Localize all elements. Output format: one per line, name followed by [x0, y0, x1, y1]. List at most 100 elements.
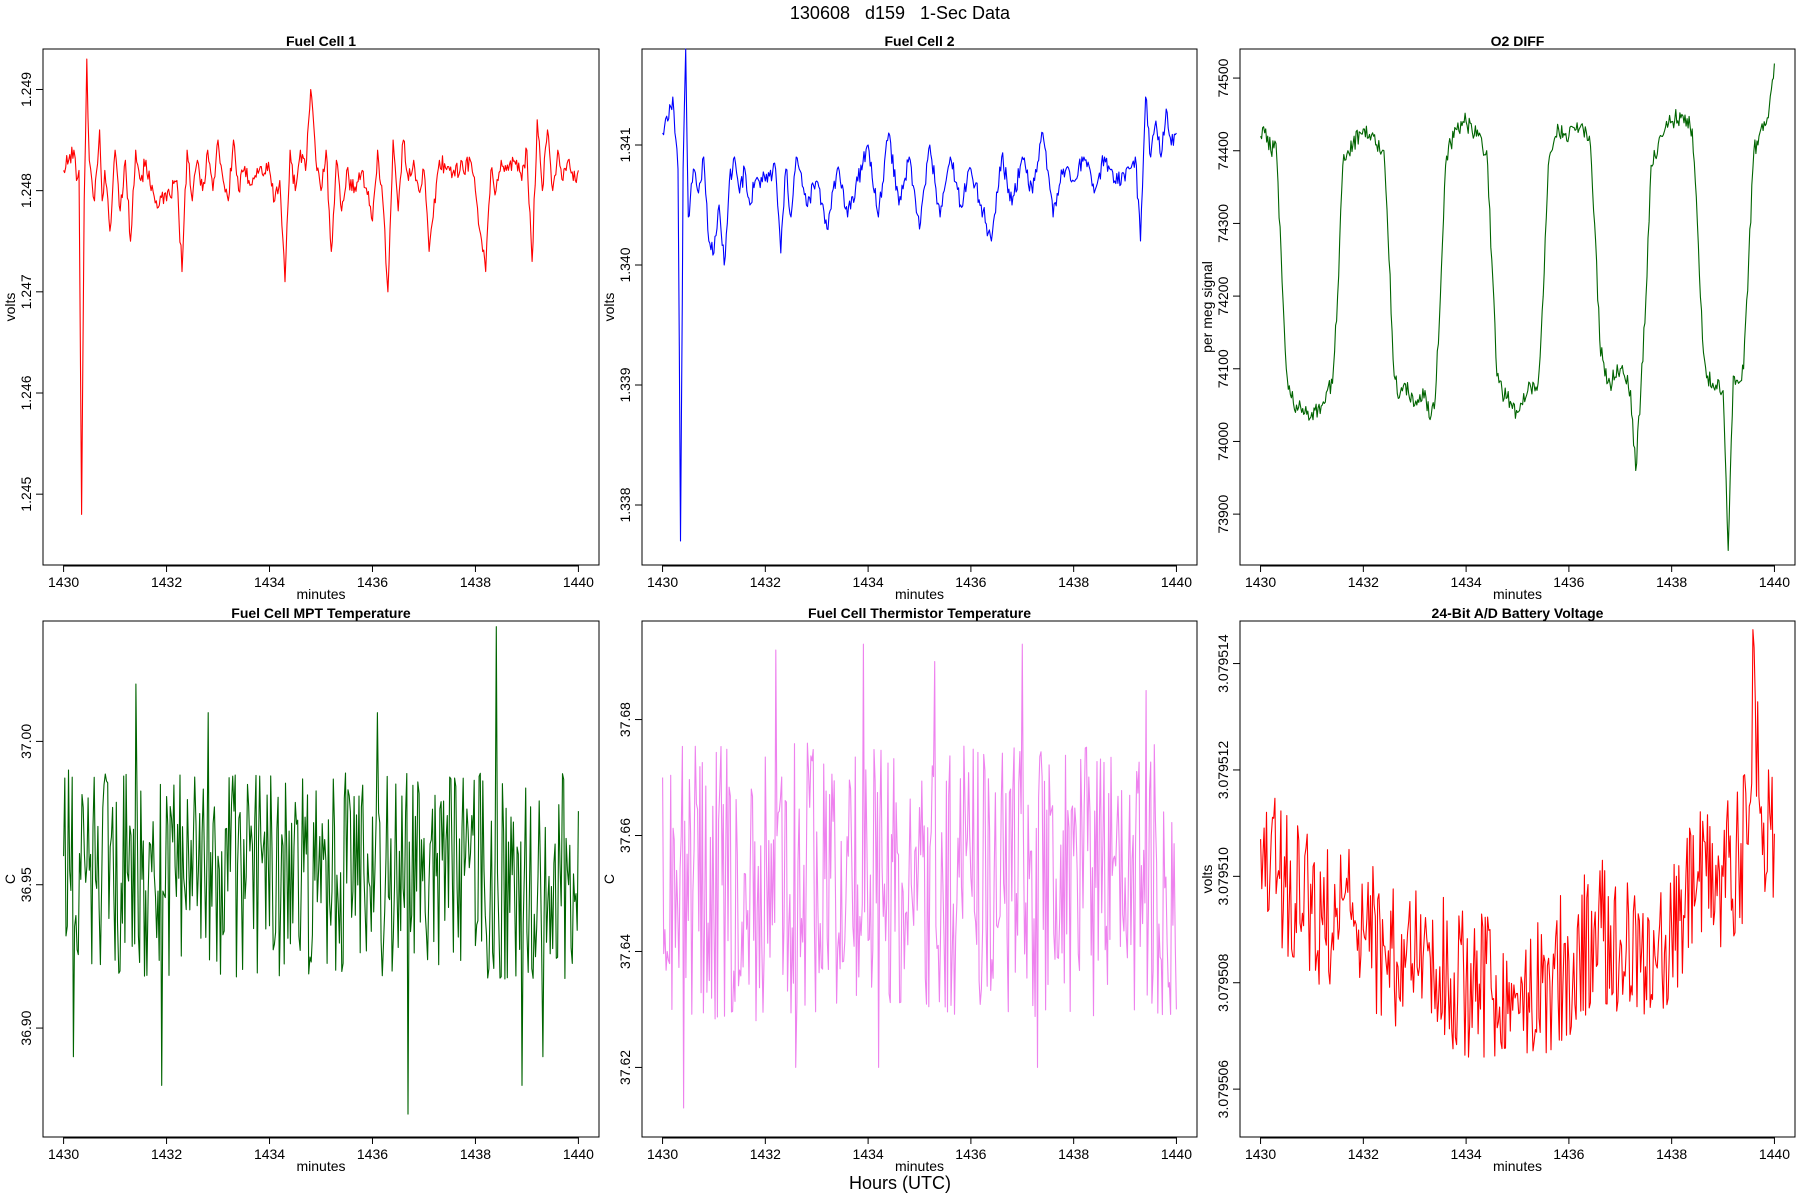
x-tick-label: 1436: [1553, 574, 1584, 590]
y-axis-label: volts: [601, 293, 617, 322]
x-tick-label: 1434: [1451, 574, 1482, 590]
chart-panels: Fuel Cell 1 1430 1432 1434 1436 1438 1440 minut…: [2, 33, 1796, 1174]
x-tick-label: 1432: [1348, 1146, 1379, 1162]
x-tick-label: 1434: [254, 1146, 285, 1162]
plot-frame: [1239, 48, 1796, 566]
x-tick-label: 1440: [1161, 574, 1192, 590]
plot-frame: [641, 620, 1198, 1138]
y-tick-label: 3.079506: [1215, 1060, 1231, 1119]
page-title: 130608 d159 1-Sec Data: [790, 3, 1011, 23]
y-tick-label: 1.340: [617, 247, 633, 282]
panel-title: Fuel Cell 1: [286, 33, 356, 49]
x-tick-label: 1432: [151, 574, 182, 590]
x-tick-label: 1436: [1553, 1146, 1584, 1162]
y-tick-label: 1.246: [18, 375, 34, 410]
x-tick-label: 1440: [1759, 1146, 1790, 1162]
x-tick-label: 1440: [563, 574, 594, 590]
x-tick-label: 1432: [750, 574, 781, 590]
chart-panel: O2 DIFF 1430 1432 1434 1436 1438 1440 minutes 73…: [1199, 33, 1796, 602]
x-tick-label: 1436: [357, 574, 388, 590]
y-tick-label: 37.00: [18, 724, 34, 759]
x-tick-label: 1432: [151, 1146, 182, 1162]
series-line: [63, 58, 579, 515]
y-tick-label: 37.68: [617, 702, 633, 737]
series-line: [1260, 63, 1775, 552]
y-tick-label: 74400: [1215, 131, 1231, 170]
x-tick-label: 1430: [1245, 574, 1276, 590]
x-tick-label: 1436: [357, 1146, 388, 1162]
y-tick-label: 1.249: [18, 72, 34, 107]
series-line: [1260, 629, 1775, 1058]
y-tick-label: 1.339: [617, 367, 633, 402]
y-tick-label: 1.248: [18, 173, 34, 208]
y-tick-label: 74000: [1215, 422, 1231, 461]
y-tick-label: 73900: [1215, 494, 1231, 533]
y-tick-label: 74300: [1215, 204, 1231, 243]
x-tick-label: 1438: [1058, 1146, 1089, 1162]
y-axis-label: per meg signal: [1199, 261, 1215, 353]
x-tick-label: 1430: [647, 1146, 678, 1162]
chart-panel: Fuel Cell Thermistor Temperature 1430 1432…: [601, 605, 1198, 1174]
y-tick-label: 74100: [1215, 349, 1231, 388]
y-axis-label: volts: [1199, 865, 1215, 894]
y-tick-label: 1.338: [617, 487, 633, 522]
y-tick-label: 36.95: [18, 867, 34, 902]
y-axis-label: C: [601, 874, 617, 884]
x-tick-label: 1440: [563, 1146, 594, 1162]
x-axis-label: minutes: [895, 1158, 944, 1174]
plot-frame: [641, 48, 1198, 566]
plot-frame: [42, 620, 600, 1138]
x-tick-label: 1438: [1656, 1146, 1687, 1162]
x-tick-label: 1434: [254, 574, 285, 590]
x-tick-label: 1432: [1348, 574, 1379, 590]
series-line: [662, 643, 1177, 1109]
x-tick-label: 1436: [955, 1146, 986, 1162]
y-tick-label: 37.62: [617, 1050, 633, 1085]
y-tick-label: 3.079514: [1215, 634, 1231, 693]
y-tick-label: 37.64: [617, 934, 633, 969]
x-axis-label: minutes: [296, 586, 345, 602]
y-tick-label: 36.90: [18, 1010, 34, 1045]
chart-panel: Fuel Cell 1 1430 1432 1434 1436 1438 1440 minut…: [2, 33, 600, 602]
x-axis-label: minutes: [1493, 1158, 1542, 1174]
x-tick-label: 1430: [1245, 1146, 1276, 1162]
series-line: [63, 626, 579, 1115]
y-tick-label: 3.079508: [1215, 953, 1231, 1012]
x-tick-label: 1430: [647, 574, 678, 590]
x-tick-label: 1438: [460, 574, 491, 590]
x-tick-label: 1434: [853, 1146, 884, 1162]
x-tick-label: 1438: [1058, 574, 1089, 590]
x-tick-label: 1430: [48, 574, 79, 590]
chart-panel: Fuel Cell MPT Temperature 1430 1432 1434 143…: [2, 605, 600, 1174]
footer-axis-label: Hours (UTC): [849, 1173, 951, 1193]
y-tick-label: 37.66: [617, 818, 633, 853]
x-axis-label: minutes: [296, 1158, 345, 1174]
chart-panel: Fuel Cell 2 1430 1432 1434 1436 1438 1440 minut…: [601, 33, 1198, 602]
panel-title: O2 DIFF: [1491, 33, 1545, 49]
x-tick-label: 1430: [48, 1146, 79, 1162]
y-tick-label: 74200: [1215, 276, 1231, 315]
x-tick-label: 1440: [1161, 1146, 1192, 1162]
y-axis-label: volts: [2, 293, 18, 322]
panel-title: 24-Bit A/D Battery Voltage: [1432, 605, 1604, 621]
panel-title: Fuel Cell 2: [884, 33, 954, 49]
y-tick-label: 1.245: [18, 476, 34, 511]
panel-title: Fuel Cell MPT Temperature: [231, 605, 411, 621]
x-tick-label: 1434: [853, 574, 884, 590]
x-tick-label: 1438: [460, 1146, 491, 1162]
y-axis-label: C: [2, 874, 18, 884]
y-tick-label: 74500: [1215, 58, 1231, 97]
y-tick-label: 1.247: [18, 274, 34, 309]
x-tick-label: 1434: [1451, 1146, 1482, 1162]
x-tick-label: 1438: [1656, 574, 1687, 590]
y-tick-label: 1.341: [617, 127, 633, 162]
x-axis-label: minutes: [895, 586, 944, 602]
x-axis-label: minutes: [1493, 586, 1542, 602]
panel-title: Fuel Cell Thermistor Temperature: [808, 605, 1031, 621]
plot-frame: [1239, 620, 1796, 1138]
x-tick-label: 1440: [1759, 574, 1790, 590]
plot-frame: [42, 48, 600, 566]
chart-panel: 24-Bit A/D Battery Voltage 1430 1432 1434 14…: [1199, 605, 1796, 1174]
y-tick-label: 3.079510: [1215, 847, 1231, 906]
